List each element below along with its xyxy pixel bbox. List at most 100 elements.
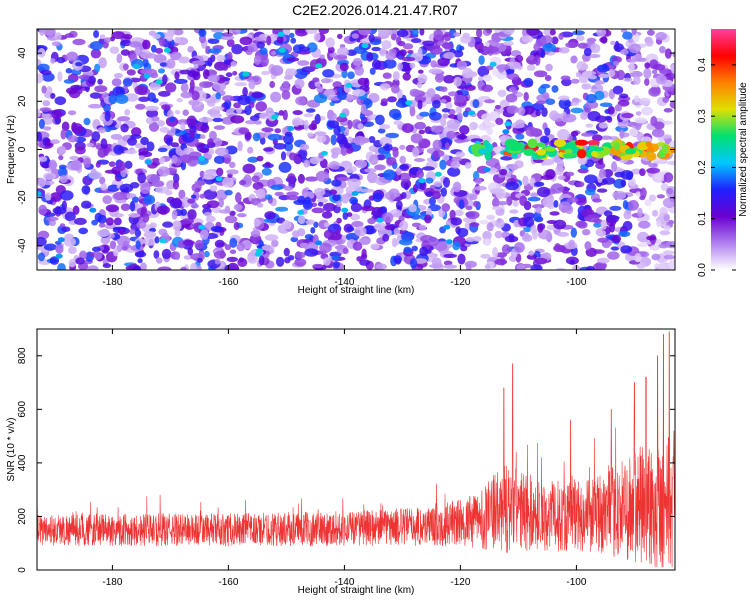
spectrogram-cell	[41, 85, 47, 94]
spectrogram-band-cell	[535, 142, 546, 148]
spectrogram-cell	[414, 121, 427, 130]
spectrogram-cell	[310, 227, 316, 234]
spectrogram-cell	[203, 212, 212, 217]
spectrogram-cell	[634, 95, 640, 103]
spectrogram-band-cell	[613, 142, 621, 151]
spectrogram-cell	[288, 68, 297, 76]
spectrogram-cell	[658, 262, 666, 270]
spectrogram-cell	[130, 134, 142, 139]
spectrogram-cell	[45, 216, 59, 222]
spectrogram-cell	[592, 198, 602, 203]
spectrogram-cell	[46, 199, 53, 205]
spectrogram-cell	[659, 230, 671, 236]
spectrogram-cell	[496, 69, 507, 80]
spectrogram-xtick-label: -180	[102, 277, 122, 288]
spectrogram-cell	[497, 89, 507, 98]
snr-xtick-label: -140	[334, 577, 354, 588]
spectrogram-cell	[369, 67, 376, 75]
spectrogram-cell	[143, 236, 157, 246]
spectrogram-cell	[510, 122, 525, 129]
spectrogram-cell	[88, 75, 96, 85]
spectrogram-cell	[457, 112, 463, 121]
spectrogram-cell	[336, 176, 351, 182]
spectrogram-cell	[316, 86, 324, 93]
spectrogram-cell	[492, 197, 500, 208]
spectrogram-cell	[187, 247, 194, 256]
spectrogram-cell	[619, 93, 629, 99]
spectrogram-cell	[455, 106, 462, 115]
spectrogram-spot	[198, 224, 206, 230]
spectrogram-cell	[214, 258, 221, 265]
spectrogram-cell	[513, 220, 520, 228]
spectrogram-cell	[81, 200, 92, 209]
spectrogram-cell	[198, 117, 213, 123]
spectrogram-cell	[393, 227, 401, 236]
spectrogram-cell	[131, 128, 139, 134]
spectrogram-cell	[140, 183, 151, 194]
spectrogram-cell	[612, 60, 620, 66]
spectrogram-cell	[609, 205, 622, 211]
spectrogram-cell	[501, 244, 511, 255]
spectrogram-cell	[575, 196, 587, 206]
spectrogram-cell	[125, 93, 139, 102]
spectrogram-cell	[351, 33, 359, 39]
spectrogram-cell	[42, 100, 51, 107]
spectrogram-cell	[261, 167, 272, 176]
spectrogram-cell	[78, 74, 92, 80]
spectrogram-cell	[138, 155, 145, 160]
spectrogram-cell	[447, 166, 461, 177]
spectrogram-cell	[393, 255, 402, 264]
spectrogram-cell	[233, 102, 241, 109]
spectrogram-cell	[506, 105, 519, 114]
spectrogram-cell	[278, 161, 292, 173]
spectrogram-cell	[332, 194, 341, 202]
spectrogram-cell	[226, 264, 240, 270]
spectrogram-cell	[317, 198, 329, 203]
spectrogram-cell	[651, 69, 658, 75]
spectrogram-cell	[309, 156, 321, 165]
spectrogram-cell	[655, 31, 667, 41]
spectrogram-cell	[553, 244, 566, 253]
spectrogram-cell	[484, 237, 490, 246]
spectrogram-cell	[486, 29, 493, 34]
spectrogram-cell	[432, 191, 441, 200]
spectrogram-cell	[224, 157, 231, 164]
spectrogram-cell	[577, 156, 588, 165]
spectrogram-cell	[158, 157, 165, 165]
spectrogram-cell	[333, 124, 341, 136]
spectrogram-ytick-label: 40	[17, 47, 28, 59]
spectrogram-cell	[399, 144, 406, 150]
spectrogram-cell	[443, 260, 453, 266]
spectrogram-cell	[515, 54, 524, 63]
spectrogram-cell	[140, 262, 147, 270]
spectrogram-cell	[401, 123, 414, 134]
spectrogram-cell	[663, 225, 671, 232]
spectrogram-cell	[63, 237, 76, 247]
spectrogram-cell	[199, 134, 206, 139]
spectrogram-cell	[119, 183, 134, 193]
spectrogram-cell	[391, 237, 398, 248]
spectrogram-cell	[390, 33, 397, 41]
spectrogram-cell	[252, 29, 259, 32]
spectrogram-cell	[341, 194, 350, 204]
spectrogram-cell	[199, 193, 206, 199]
spectrogram-cell	[207, 148, 215, 156]
spectrogram-band-cell	[637, 142, 649, 151]
spectrogram-cell	[94, 212, 103, 222]
spectrogram-cell	[180, 208, 188, 216]
spectrogram-cell	[104, 169, 118, 174]
spectrogram-cell	[61, 121, 70, 132]
spectrogram-cell	[287, 173, 296, 184]
spectrogram-cell	[494, 258, 508, 266]
spectrogram-cell	[297, 195, 306, 204]
spectrogram-cell	[527, 196, 541, 202]
spectrogram-cell	[437, 57, 450, 67]
spectrogram-cell	[86, 142, 95, 148]
spectrogram-cell	[615, 104, 622, 112]
spectrogram-cell	[332, 81, 342, 89]
spectrogram-cell	[59, 175, 68, 184]
spectrogram-cell	[47, 110, 56, 115]
spectrogram-cell	[273, 143, 287, 150]
snr-ylabel: SNR (10 * v/v)	[6, 418, 17, 482]
